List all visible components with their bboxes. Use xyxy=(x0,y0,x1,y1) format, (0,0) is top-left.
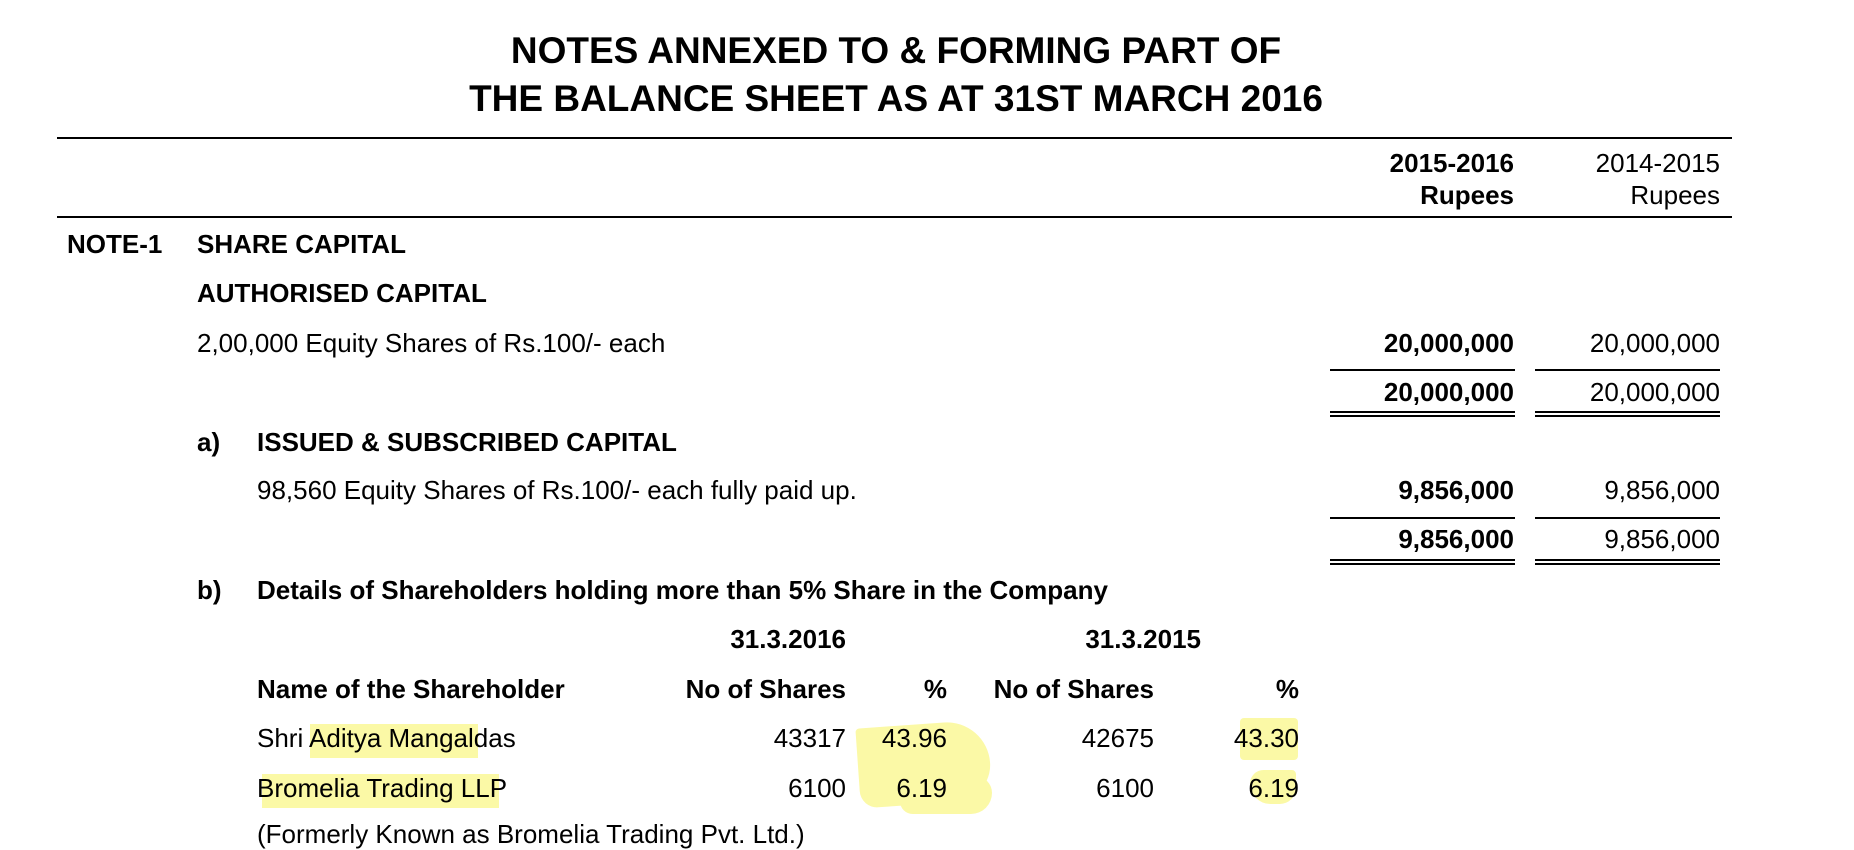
authorised-prior-subtotal-rule xyxy=(1535,369,1720,371)
shareholders-col-pct-current: % xyxy=(923,674,947,704)
issued-marker: a) xyxy=(197,427,221,457)
authorised-prior-total: 20,000,000 xyxy=(1589,377,1720,407)
highlight-mark xyxy=(900,776,992,814)
column-header-current-year: 2015-2016 xyxy=(1389,148,1514,178)
note-heading: SHARE CAPITAL xyxy=(197,229,406,259)
shareholders-col-name: Name of the Shareholder xyxy=(257,674,565,704)
shareholder-name: Bromelia Trading LLP xyxy=(257,773,508,803)
issued-current-total: 9,856,000 xyxy=(1398,524,1514,554)
authorised-capital-description: 2,00,000 Equity Shares of Rs.100/- each xyxy=(197,328,666,358)
shareholders-col-pct-prior: % xyxy=(1275,674,1299,704)
issued-current-subtotal-rule xyxy=(1330,517,1515,519)
authorised-prior-total-double-rule xyxy=(1535,411,1720,417)
column-header-current-unit: Rupees xyxy=(1420,180,1514,210)
authorised-prior-value: 20,000,000 xyxy=(1589,328,1720,358)
shareholders-col-shares-current: No of Shares xyxy=(685,674,846,704)
issued-prior-total-double-rule xyxy=(1535,559,1720,565)
issued-prior-total: 9,856,000 xyxy=(1604,524,1720,554)
pct-prior-value: 43.30 xyxy=(1233,723,1299,753)
authorised-capital-heading: AUTHORISED CAPITAL xyxy=(197,278,487,308)
highlight-mark xyxy=(1250,770,1296,804)
authorised-current-value: 20,000,000 xyxy=(1383,328,1514,358)
shareholders-col-shares-prior: No of Shares xyxy=(993,674,1154,704)
title-divider xyxy=(57,137,1732,139)
page-title-line-2: THE BALANCE SHEET AS AT 31ST MARCH 2016 xyxy=(469,78,1323,119)
issued-capital-heading: ISSUED & SUBSCRIBED CAPITAL xyxy=(257,427,677,457)
pct-current-value: 6.19 xyxy=(896,773,947,803)
shareholders-date-prior: 31.3.2015 xyxy=(1085,624,1201,654)
highlight-mark xyxy=(262,774,499,808)
issued-capital-description: 98,560 Equity Shares of Rs.100/- each fu… xyxy=(257,475,857,505)
shares-current-value: 6100 xyxy=(788,773,846,803)
issued-prior-value: 9,856,000 xyxy=(1604,475,1720,505)
shareholders-marker: b) xyxy=(197,575,222,605)
shareholders-heading: Details of Shareholders holding more tha… xyxy=(257,575,1108,605)
shares-current-value: 43317 xyxy=(773,723,846,753)
authorised-current-subtotal-rule xyxy=(1330,369,1515,371)
column-header-prior-year: 2014-2015 xyxy=(1595,148,1720,178)
highlight-mark xyxy=(310,724,478,758)
shareholder-note-partial: (Formerly Known as Bromelia Trading Pvt.… xyxy=(257,819,805,849)
shareholder-name: Shri Aditya Mangaldas xyxy=(257,723,516,753)
issued-prior-subtotal-rule xyxy=(1535,517,1720,519)
authorised-current-total-double-rule xyxy=(1330,411,1515,417)
note-number: NOTE-1 xyxy=(67,229,163,259)
header-divider xyxy=(57,216,1732,218)
pct-current-value: 43.96 xyxy=(881,723,947,753)
issued-current-value: 9,856,000 xyxy=(1398,475,1514,505)
column-header-prior-unit: Rupees xyxy=(1630,180,1720,210)
shares-prior-value: 6100 xyxy=(1096,773,1154,803)
authorised-current-total: 20,000,000 xyxy=(1383,377,1514,407)
page-title-line-1: NOTES ANNEXED TO & FORMING PART OF xyxy=(510,30,1282,71)
highlight-mark xyxy=(1240,718,1298,760)
shares-prior-value: 42675 xyxy=(1081,723,1154,753)
pct-prior-value: 6.19 xyxy=(1248,773,1299,803)
shareholders-date-current: 31.3.2016 xyxy=(730,624,846,654)
issued-current-total-double-rule xyxy=(1330,559,1515,565)
